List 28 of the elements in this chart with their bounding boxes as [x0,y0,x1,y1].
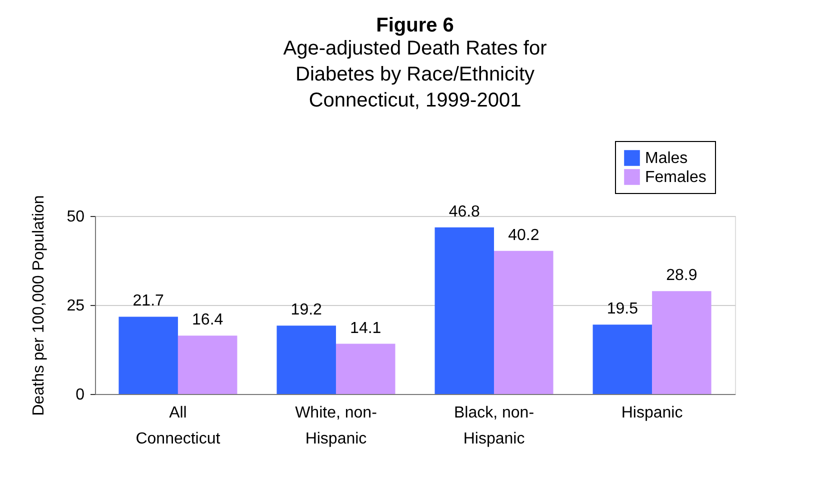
legend-label: Females [645,169,706,186]
y-tick-label: 0 [76,386,85,404]
x-tick-label: All Connecticut [136,404,221,448]
y-tick-label: 50 [66,208,85,226]
data-label: 46.8 [448,203,480,220]
y-tick-label: 25 [66,298,85,314]
x-tick-label: Black, non- Hispanic [454,404,534,448]
bar [434,227,494,394]
bar [652,291,712,394]
chart-subtitle: Age-adjusted Death Rates for Diabetes by Race/Ethnicity Connecticut, 1999-2001 [283,38,548,112]
data-label: 28.9 [666,267,698,284]
chart-title: Figure 6 [376,14,454,36]
data-label: 40.2 [508,226,540,244]
x-tick-label: White, non- Hispanic [295,404,377,448]
data-label: 14.1 [350,320,382,337]
data-label: 19.5 [606,300,638,318]
y-axis-title: Deaths per 100,000 Population [30,195,48,416]
data-label: 16.4 [192,312,224,329]
bar [118,316,178,394]
legend-label: Males [645,150,688,167]
bar [336,344,396,394]
data-label: 21.7 [132,292,164,310]
bar [494,250,554,394]
bar [276,326,336,394]
bar [592,324,652,394]
bar [178,336,238,394]
data-label: 19.2 [290,302,322,319]
x-tick-label: Hispanic [621,404,683,422]
